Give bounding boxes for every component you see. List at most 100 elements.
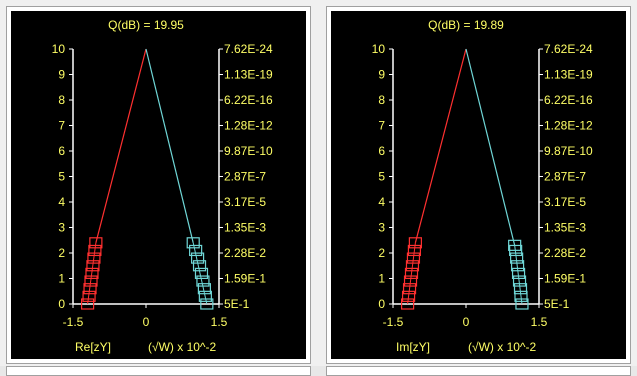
y-tick-label-right: 2.28E-2	[544, 246, 586, 260]
x-tick-label: 0	[463, 315, 470, 329]
data-point-marker	[404, 267, 419, 279]
y-tick-label-left: 9	[58, 68, 65, 82]
y-tick-label-left: 9	[378, 68, 385, 82]
y-tick-label-right: 1.13E-19	[224, 68, 273, 82]
scatter-chart-re: Q(dB) = 19.95 0 1 2 3 4 5 6 7 8 9 10 5E-1 1.59E-1 2.28…	[52, 18, 273, 354]
y-tick-label-left: 5	[378, 170, 385, 184]
data-point-marker	[83, 283, 97, 295]
data-point-marker	[513, 283, 528, 295]
data-point-marker	[511, 267, 526, 279]
data-point-marker	[82, 290, 96, 302]
chart-panel-im: Q(dB) = 19.89 0 1 2 3 4 5 6 7 8 9 10 5E-1 1.59E-1 2.28…	[326, 6, 631, 364]
y-tick-label-right: 3.17E-5	[544, 195, 586, 209]
series-line	[414, 48, 467, 243]
data-point-marker	[400, 298, 415, 310]
y-tick-label-left: 7	[58, 119, 65, 133]
data-point-marker	[84, 275, 98, 287]
chart-panel-re: Q(dB) = 19.95 0 1 2 3 4 5 6 7 8 9 10 5E-1 1.59E-1 2.28…	[6, 6, 311, 364]
data-point-marker	[86, 260, 100, 272]
y-tick-label-left: 2	[378, 246, 385, 260]
data-point-marker	[514, 290, 528, 302]
data-point-marker	[200, 298, 214, 310]
y-tick-label-right: 9.87E-10	[224, 144, 273, 158]
x-tick-label: 1.5	[211, 315, 228, 329]
y-tick-label-left: 1	[58, 272, 65, 286]
chart-area: Q(dB) = 19.95 0 1 2 3 4 5 6 7 8 9 10 5E-1 1.59E-1 2.28…	[11, 11, 306, 359]
y-tick-label-right: 9.87E-10	[544, 144, 593, 158]
data-point-marker	[186, 237, 200, 249]
bottom-panel-right	[326, 366, 631, 376]
data-point-marker	[515, 298, 529, 310]
y-tick-label-left: 8	[378, 93, 385, 107]
series-line	[145, 48, 194, 243]
data-point-marker	[198, 290, 212, 302]
y-tick-label-left: 6	[58, 144, 65, 158]
x-tick-label: -1.5	[63, 315, 84, 329]
y-tick-label-right: 5E-1	[224, 297, 250, 311]
data-point-marker	[88, 244, 102, 257]
y-tick-label-right: 7.62E-24	[544, 42, 593, 56]
data-point-marker	[80, 298, 95, 310]
y-tick-label-left: 5	[58, 170, 65, 184]
y-tick-label-left: 3	[378, 221, 385, 235]
x-axis-label: Re[zY]	[75, 340, 111, 354]
y-tick-label-right: 5E-1	[544, 297, 570, 311]
y-tick-label-right: 2.87E-7	[224, 170, 266, 184]
y-tick-label-right: 2.87E-7	[544, 170, 586, 184]
unit-label: (√W) x 10^-2	[148, 340, 217, 354]
series-line	[465, 48, 516, 246]
series-line	[95, 48, 147, 243]
y-tick-label-right: 2.28E-2	[224, 246, 266, 260]
data-point-marker	[85, 267, 99, 279]
y-tick-label-right: 7.62E-24	[224, 42, 273, 56]
data-point-marker	[87, 252, 101, 264]
x-axis-label: Im[zY]	[396, 340, 430, 354]
y-tick-label-right: 1.35E-3	[224, 221, 266, 235]
data-point-marker	[512, 275, 527, 287]
data-point-marker	[408, 237, 422, 249]
y-tick-label-right: 1.28E-12	[224, 119, 273, 133]
data-point-marker	[510, 252, 524, 264]
x-tick-label: 0	[143, 315, 150, 329]
y-tick-label-right: 6.22E-16	[224, 93, 273, 107]
data-point-marker	[508, 239, 522, 251]
data-point-marker	[89, 237, 103, 249]
data-point-marker	[194, 267, 209, 279]
y-tick-label-left: 4	[378, 195, 385, 209]
y-tick-label-left: 3	[58, 221, 65, 235]
y-tick-label-right: 1.13E-19	[544, 68, 593, 82]
y-tick-label-right: 6.22E-16	[544, 93, 593, 107]
y-tick-label-left: 4	[58, 195, 65, 209]
unit-label: (√W) x 10^-2	[468, 340, 537, 354]
y-tick-label-right: 1.28E-12	[544, 119, 593, 133]
data-point-marker	[405, 260, 420, 272]
data-point-marker	[402, 283, 417, 295]
y-tick-label-left: 1	[378, 272, 385, 286]
data-point-marker	[510, 260, 525, 272]
chart-title: Q(dB) = 19.95	[108, 18, 184, 32]
x-tick-label: -1.5	[383, 315, 404, 329]
y-tick-label-left: 10	[372, 42, 386, 56]
series-stem	[514, 245, 523, 305]
chart-area: Q(dB) = 19.89 0 1 2 3 4 5 6 7 8 9 10 5E-1 1.59E-1 2.28…	[331, 11, 626, 359]
data-point-marker	[406, 252, 421, 264]
y-tick-label-left: 0	[58, 297, 65, 311]
bottom-strip	[0, 366, 637, 376]
data-point-marker	[401, 290, 416, 302]
x-tick-label: 1.5	[531, 315, 548, 329]
bottom-panel-left	[6, 366, 311, 376]
data-point-marker	[190, 252, 205, 264]
data-point-marker	[407, 244, 422, 257]
scatter-chart-im: Q(dB) = 19.89 0 1 2 3 4 5 6 7 8 9 10 5E-1 1.59E-1 2.28…	[372, 18, 593, 354]
y-tick-label-left: 2	[58, 246, 65, 260]
data-point-marker	[196, 275, 210, 287]
y-tick-label-left: 8	[58, 93, 65, 107]
y-tick-label-right: 3.17E-5	[224, 195, 266, 209]
y-tick-label-right: 1.59E-1	[544, 272, 586, 286]
y-tick-label-left: 7	[378, 119, 385, 133]
y-tick-label-left: 6	[378, 144, 385, 158]
data-point-marker	[403, 275, 418, 287]
data-point-marker	[189, 244, 203, 257]
y-tick-label-right: 1.35E-3	[544, 221, 586, 235]
data-point-marker	[192, 260, 207, 272]
